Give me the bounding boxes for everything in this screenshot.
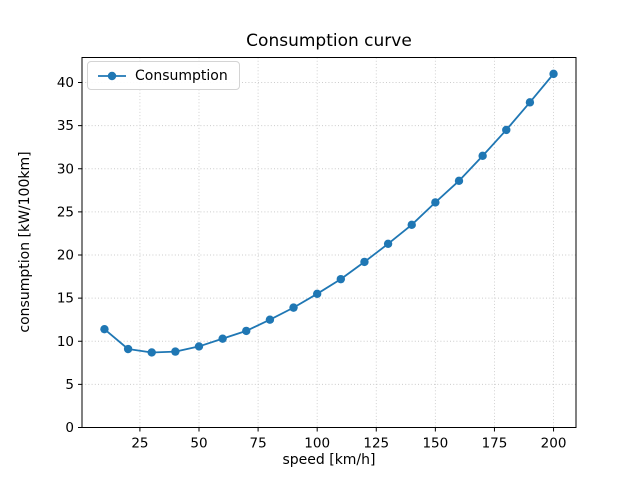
data-point <box>502 125 511 135</box>
data-point <box>336 274 346 284</box>
y-tick-label: 5 <box>65 377 74 393</box>
chart-title: Consumption curve <box>246 31 412 51</box>
data-point <box>549 69 558 79</box>
x-tick-label: 125 <box>363 436 389 452</box>
data-point <box>171 347 180 356</box>
series-consumption <box>100 69 558 357</box>
legend-label: Consumption <box>135 67 228 84</box>
data-point <box>265 315 275 324</box>
y-tick-label: 15 <box>57 291 74 307</box>
x-tick-label: 150 <box>422 436 448 452</box>
axis-ticks: 25 50 75 100 125 150 175 200 0 5 10 15 20 25 30 35 40 <box>57 75 567 451</box>
data-point <box>147 348 156 357</box>
data-point <box>312 289 322 299</box>
x-tick-label: 200 <box>541 436 567 452</box>
y-tick-label: 10 <box>57 334 74 350</box>
x-tick-label: 25 <box>131 436 148 452</box>
x-tick-label: 75 <box>249 436 266 452</box>
data-point <box>383 239 393 248</box>
data-point <box>478 151 487 161</box>
data-point <box>360 257 369 267</box>
legend: Consumption <box>87 61 240 90</box>
y-tick-label: 25 <box>57 204 74 220</box>
y-tick-label: 40 <box>57 75 74 91</box>
data-point <box>289 303 298 312</box>
data-point <box>454 176 464 186</box>
x-tick-label: 175 <box>482 436 508 452</box>
data-point <box>407 220 416 230</box>
y-tick-label: 35 <box>57 118 74 134</box>
y-axis-label: consumption [kW/100km] <box>17 151 33 333</box>
y-tick-label: 20 <box>57 248 74 264</box>
x-tick-label: 50 <box>190 436 207 452</box>
data-point <box>242 326 251 336</box>
legend-line-marker-icon <box>98 71 126 80</box>
x-axis-label: speed [km/h] <box>282 452 376 468</box>
grid <box>82 57 576 428</box>
x-tick-label: 100 <box>304 436 330 452</box>
data-point <box>431 198 440 207</box>
axes-border <box>81 57 577 428</box>
data-point <box>100 324 109 334</box>
data-point <box>194 342 204 351</box>
y-tick-label: 30 <box>57 161 74 177</box>
data-point <box>123 344 133 354</box>
data-point <box>525 98 535 107</box>
y-tick-label: 0 <box>65 420 74 436</box>
data-point <box>218 334 227 343</box>
